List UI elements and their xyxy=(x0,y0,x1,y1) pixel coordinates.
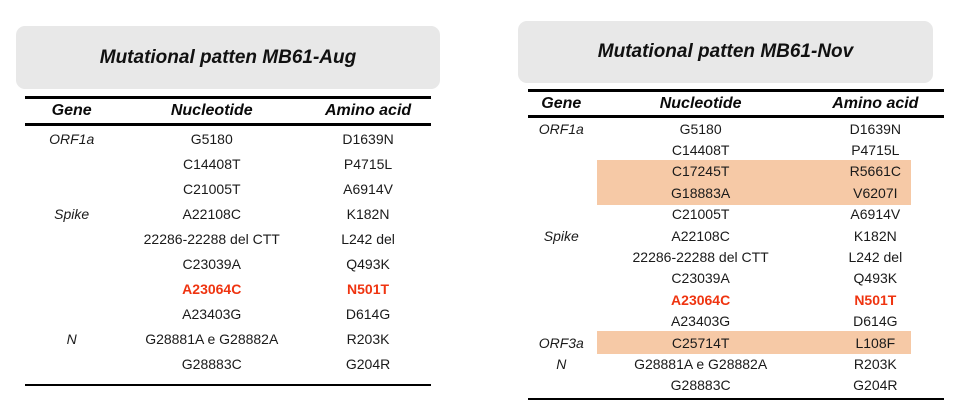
highlight-band xyxy=(596,181,911,205)
amino-cell: K182N xyxy=(346,205,390,222)
table-row: C17245T R5661C xyxy=(528,159,944,184)
table-header-row: Gene Nucleotide Amino acid xyxy=(528,92,944,118)
nucleotide-cell: C14408T xyxy=(182,155,241,172)
nucleotide-cell: A22108C xyxy=(671,227,730,244)
table-row: A23064C N501T xyxy=(528,289,944,310)
table-row: ORF1a G5180 D1639N xyxy=(528,118,944,139)
gene-cell: N xyxy=(66,330,77,347)
gene-cell: Spike xyxy=(543,227,579,244)
nucleotide-cell: C25714T xyxy=(671,334,730,351)
table-title-aug: Mutational patten MB61-Aug xyxy=(99,46,357,68)
nucleotide-cell: C23039A xyxy=(671,270,730,287)
column-header-nucleotide: Nucleotide xyxy=(659,94,742,112)
table-row: Spike A22108C K182N xyxy=(528,225,944,246)
table-row: C14408T P4715L xyxy=(528,139,944,160)
table-row: C23039A Q493K xyxy=(528,268,944,289)
table-title-banner-aug: Mutational patten MB61-Aug xyxy=(16,26,440,89)
table-row: G18883A V6207I xyxy=(528,181,944,205)
nucleotide-cell: C21005T xyxy=(182,180,241,197)
amino-cell: N501T xyxy=(347,280,390,297)
nucleotide-cell: G28883C xyxy=(670,377,731,394)
table-title-nov: Mutational patten MB61-Nov xyxy=(597,41,854,62)
table-header-row: Gene Nucleotide Amino acid xyxy=(25,99,431,126)
nucleotide-cell: C14408T xyxy=(671,142,730,159)
amino-cell: P4715L xyxy=(851,142,900,159)
nucleotide-cell: G28883C xyxy=(181,355,242,372)
amino-cell: R203K xyxy=(853,355,897,372)
amino-cell: A6914V xyxy=(850,206,901,223)
gene-cell: ORF1a xyxy=(49,130,95,147)
table-row: A23403G D614G xyxy=(25,301,431,326)
table-body: ORF1a G5180 D1639N C14408T P4715L C17245T R566… xyxy=(528,118,944,398)
column-header-amino-acid: Amino acid xyxy=(832,94,919,112)
amino-cell: D1639N xyxy=(342,130,394,147)
highlight-band xyxy=(596,159,911,184)
amino-cell: L242 del xyxy=(341,230,395,247)
gene-cell: ORF3a xyxy=(538,334,584,351)
column-header-gene: Gene xyxy=(541,94,582,112)
nucleotide-cell: A23403G xyxy=(182,305,242,322)
nucleotide-cell: A23064C xyxy=(182,280,242,297)
nucleotide-cell: C17245T xyxy=(671,163,730,180)
table-row: N G28881A e G28882A R203K xyxy=(25,326,431,351)
gene-cell: Spike xyxy=(54,205,90,222)
amino-cell: N501T xyxy=(854,291,897,308)
table-row: A23403G D614G xyxy=(528,311,944,332)
nucleotide-cell: C21005T xyxy=(671,206,730,223)
table-row: 22286-22288 del CTT L242 del xyxy=(528,246,944,267)
nucleotide-cell: G5180 xyxy=(190,130,233,147)
amino-cell: V6207I xyxy=(853,184,898,201)
nucleotide-cell: 22286-22288 del CTT xyxy=(632,249,769,266)
amino-cell: G204R xyxy=(345,355,391,372)
column-header-gene: Gene xyxy=(51,102,92,119)
nucleotide-cell: G5180 xyxy=(679,120,722,137)
table-row: G28883C G204R xyxy=(528,375,944,396)
table-row: C23039A Q493K xyxy=(25,251,431,276)
nucleotide-cell: A22108C xyxy=(182,205,241,222)
table-row: ORF3a C25714T L108F xyxy=(528,330,944,355)
nucleotide-cell: A23064C xyxy=(671,291,731,308)
nucleotide-cell: A23403G xyxy=(671,313,731,330)
amino-cell: D614G xyxy=(853,313,898,330)
table-row: C21005T A6914V xyxy=(25,176,431,201)
table-title-banner-nov: Mutational patten MB61-Nov xyxy=(518,21,933,83)
column-header-amino-acid: Amino acid xyxy=(324,102,412,119)
table-row: A23064C N501T xyxy=(25,276,431,301)
amino-cell: R5661C xyxy=(849,163,902,180)
table-row: Spike A22108C K182N xyxy=(25,201,431,226)
table-row: ORF1a G5180 D1639N xyxy=(25,126,431,151)
nucleotide-cell: G18883A xyxy=(671,184,731,201)
amino-cell: R203K xyxy=(346,330,390,347)
amino-cell: Q493K xyxy=(346,255,390,272)
table-row: 22286-22288 del CTT L242 del xyxy=(25,226,431,251)
nucleotide-cell: C23039A xyxy=(182,255,241,272)
amino-cell: L108F xyxy=(855,334,896,351)
amino-cell: Q493K xyxy=(853,270,898,287)
table-row: N G28881A e G28882A R203K xyxy=(528,353,944,374)
amino-cell: G204R xyxy=(853,377,898,394)
mutation-table-nov: Gene Nucleotide Amino acid ORF1a G5180 D16… xyxy=(528,89,944,401)
table-row: G28883C G204R xyxy=(25,351,431,376)
amino-cell: D614G xyxy=(345,305,391,322)
table-row: C14408T P4715L xyxy=(25,151,431,176)
nucleotide-cell: G28881A e G28882A xyxy=(634,355,768,372)
amino-cell: D1639N xyxy=(849,120,902,137)
nucleotide-cell: 22286-22288 del CTT xyxy=(143,230,280,247)
amino-cell: K182N xyxy=(853,227,897,244)
amino-cell: L242 del xyxy=(848,249,903,266)
nucleotide-cell: G28881A e G28882A xyxy=(145,330,279,347)
gene-cell: ORF1a xyxy=(538,120,584,137)
mutation-table-aug: Gene Nucleotide Amino acid ORF1a G5180 D16… xyxy=(25,96,431,386)
gene-cell: N xyxy=(556,355,567,372)
highlight-band xyxy=(596,330,911,355)
column-header-nucleotide: Nucleotide xyxy=(170,102,253,119)
amino-cell: A6914V xyxy=(343,180,393,197)
table-body: ORF1a G5180 D1639N C14408T P4715L C21005T A691… xyxy=(25,126,431,384)
table-row: C21005T A6914V xyxy=(528,204,944,225)
amino-cell: P4715L xyxy=(343,155,393,172)
